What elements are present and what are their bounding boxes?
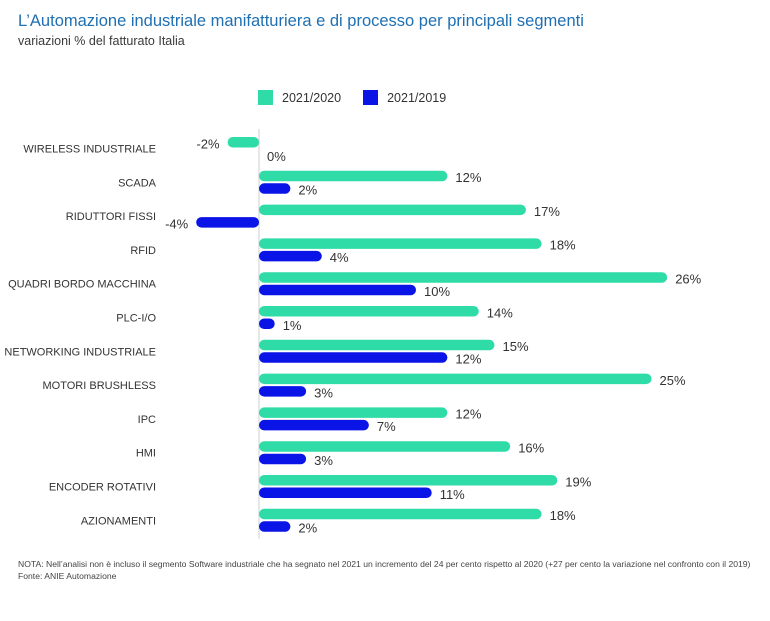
category-label: MOTORI BRUSHLESS [43, 380, 157, 392]
category-label: PLC-I/O [116, 313, 156, 325]
data-label: 10% [424, 284, 450, 299]
bar-series-2 [259, 183, 291, 194]
category-label: IPC [138, 414, 156, 426]
bar-series-2 [259, 284, 416, 296]
data-label: 7% [377, 419, 396, 434]
category-label: RIDUTTORI FISSI [66, 211, 156, 223]
data-label: 2% [298, 183, 317, 198]
data-label: 17% [534, 204, 560, 219]
data-label: 12% [455, 407, 481, 422]
bar-series-1 [259, 373, 652, 385]
bar-series-1 [259, 306, 479, 317]
legend-label-series-2: 2021/2019 [387, 90, 447, 105]
bar-series-2 [259, 318, 275, 329]
data-label: 3% [314, 453, 333, 468]
category-label: RFID [130, 245, 156, 257]
data-label: 3% [314, 385, 333, 400]
data-label: 0% [267, 149, 286, 164]
bar-series-2 [259, 419, 369, 431]
data-label: 2% [298, 521, 317, 536]
data-label: 18% [550, 508, 576, 523]
data-label: 16% [518, 440, 544, 455]
bar-series-2 [196, 217, 259, 228]
bar-series-2 [259, 487, 432, 498]
bar-series-1 [259, 508, 542, 520]
bar-series-1 [259, 272, 668, 283]
data-label: 18% [550, 238, 576, 253]
data-label: 26% [675, 271, 701, 286]
category-label: ENCODER ROTATIVI [49, 482, 156, 494]
bar-series-1 [259, 339, 495, 351]
bar-series-2 [259, 250, 322, 262]
data-label: 12% [455, 352, 481, 367]
data-label: 11% [440, 487, 465, 502]
bar-series-1 [227, 137, 259, 148]
bar-series-2 [259, 352, 448, 363]
legend-item-series-1: 2021/2020 [258, 90, 341, 105]
legend-item-series-2: 2021/2019 [363, 90, 446, 105]
category-label: AZIONAMENTI [81, 515, 156, 527]
bar-series-1 [259, 170, 448, 182]
legend-swatch-series-2 [363, 90, 379, 105]
bar-chart: WIRELESS INDUSTRIALE -2% 0% SCADA 12% 2% RIDUT… [4, 129, 702, 539]
data-label: 12% [455, 170, 481, 185]
legend-swatch-series-1 [258, 90, 273, 105]
bar-series-1 [259, 238, 542, 249]
category-label: HMI [136, 448, 156, 460]
category-label: NETWORKING INDUSTRIALE [4, 346, 156, 358]
data-label: 1% [283, 318, 302, 333]
bar-series-2 [259, 386, 307, 397]
legend-label-series-1: 2021/2020 [282, 90, 342, 105]
bar-series-1 [259, 204, 526, 216]
data-label: 25% [660, 373, 686, 388]
category-label: QUADRI BORDO MACCHINA [8, 279, 157, 291]
bar-series-1 [259, 441, 511, 452]
data-label: 19% [565, 474, 591, 489]
category-label: WIRELESS INDUSTRIALE [23, 144, 156, 156]
footnotes: NOTA: Nell’analisi non è incluso il segm… [18, 559, 758, 582]
source-text: Fonte: ANIE Automazione [18, 570, 117, 581]
bar-series-1 [259, 475, 558, 486]
chart-subtitle: variazioni % del fatturato Italia [18, 34, 185, 48]
data-label: -4% [165, 216, 189, 231]
data-label: -2% [196, 136, 220, 151]
data-label: 14% [487, 305, 513, 320]
data-label: 4% [330, 250, 349, 265]
chart-title: L’Automazione industriale manifatturiera… [18, 12, 584, 30]
bar-series-1 [259, 407, 448, 418]
bar-series-2 [259, 521, 291, 532]
data-label: 15% [503, 339, 529, 354]
category-label: SCADA [118, 177, 157, 189]
legend: 2021/2020 2021/2019 [258, 90, 468, 105]
note-text: NOTA: Nell’analisi non è incluso il segm… [18, 559, 751, 569]
bar-series-2 [259, 453, 307, 465]
